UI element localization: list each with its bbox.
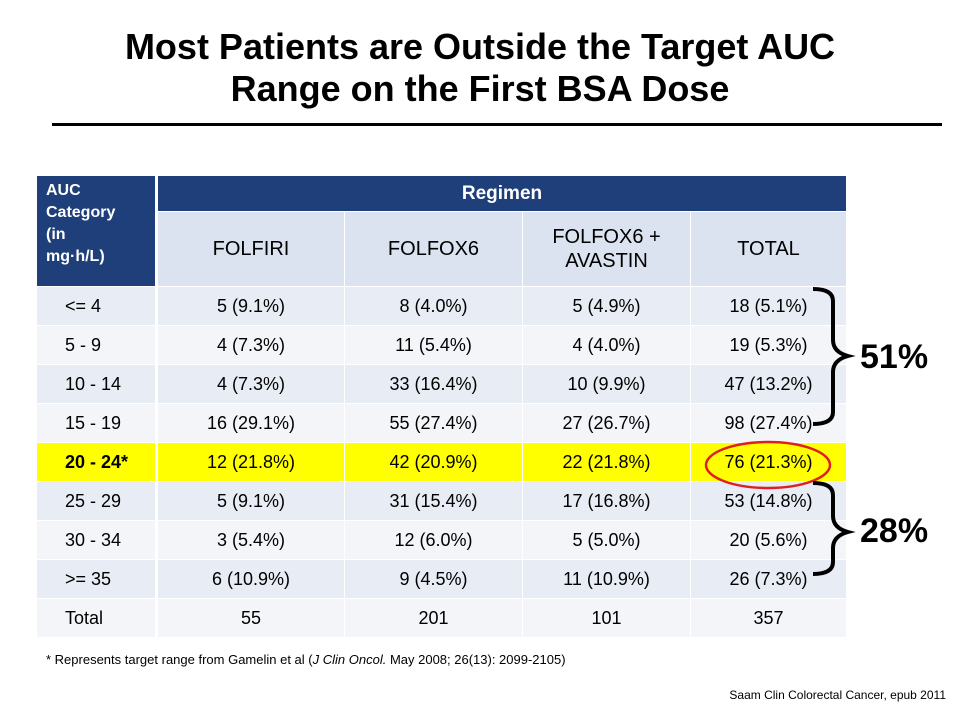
table-row: 30 - 34 3 (5.4%) 12 (6.0%) 5 (5.0%) 20 (… <box>36 520 847 560</box>
column-header-line: FOLFIRI <box>212 238 290 260</box>
footnote-prefix: * Represents target range from Gamelin e… <box>46 652 313 667</box>
column-header-line: FOLFOX6 + <box>552 226 661 248</box>
table-row: >= 35 6 (10.9%) 9 (4.5%) 11 (10.9%) 26 (… <box>36 559 847 599</box>
table-cell: 12 (6.0%) <box>344 520 523 560</box>
table-cell: 31 (15.4%) <box>344 481 523 521</box>
table-cell: 76 (21.3%) <box>690 442 847 482</box>
row-category: 30 - 34 <box>36 520 158 560</box>
column-header-folfox6: FOLFOX6 <box>344 211 523 287</box>
table-cell: 42 (20.9%) <box>344 442 523 482</box>
table-cell: 9 (4.5%) <box>344 559 523 599</box>
total-row: Total 55 201 101 357 <box>36 598 847 638</box>
row-category: 10 - 14 <box>36 364 158 404</box>
slide-title: Most Patients are Outside the Target AUC… <box>0 26 960 110</box>
column-header-folfox6-avastin: FOLFOX6 + AVASTIN <box>522 211 691 287</box>
table-cell: 26 (7.3%) <box>690 559 847 599</box>
target-range-row: 20 - 24* 12 (21.8%) 42 (20.9%) 22 (21.8%… <box>36 442 847 482</box>
table-cell: 19 (5.3%) <box>690 325 847 365</box>
table-cell: 10 (9.9%) <box>522 364 691 404</box>
table-cell: 11 (10.9%) <box>522 559 691 599</box>
upper-percent-label: 51% <box>860 338 929 376</box>
source-citation: Saam Clin Colorectal Cancer, epub 2011 <box>729 688 946 702</box>
column-header-folfiri: FOLFIRI <box>156 211 345 287</box>
auc-table: AUC Category (in mg·h/L) Regimen FOLFIRI… <box>36 175 847 638</box>
column-header-line: TOTAL <box>737 238 800 260</box>
auc-category-header-line: AUC <box>46 182 81 199</box>
highlight-circle <box>704 440 832 490</box>
table-cell: 18 (5.1%) <box>690 286 847 326</box>
column-header-line: FOLFOX6 <box>387 238 480 260</box>
table-cell: 8 (4.0%) <box>344 286 523 326</box>
table-cell: 27 (26.7%) <box>522 403 691 443</box>
table-cell: 4 (4.0%) <box>522 325 691 365</box>
table-row: 5 - 9 4 (7.3%) 11 (5.4%) 4 (4.0%) 19 (5.… <box>36 325 847 365</box>
title-divider <box>52 123 942 126</box>
table-cell: 5 (9.1%) <box>156 286 345 326</box>
lower-bracket <box>812 481 856 576</box>
table-cell: 101 <box>522 598 691 638</box>
table-cell: 5 (4.9%) <box>522 286 691 326</box>
table-cell: 47 (13.2%) <box>690 364 847 404</box>
table-cell: 6 (10.9%) <box>156 559 345 599</box>
row-category: >= 35 <box>36 559 158 599</box>
column-header-total: TOTAL <box>690 211 847 287</box>
table-cell: 20 (5.6%) <box>690 520 847 560</box>
regimen-header: Regimen <box>156 175 847 212</box>
row-category: <= 4 <box>36 286 158 326</box>
footnote: * Represents target range from Gamelin e… <box>46 652 566 667</box>
table-cell: 55 <box>156 598 345 638</box>
column-header-line: AVASTIN <box>565 250 648 272</box>
table-row: 25 - 29 5 (9.1%) 31 (15.4%) 17 (16.8%) 5… <box>36 481 847 521</box>
table-cell: 33 (16.4%) <box>344 364 523 404</box>
row-category: 15 - 19 <box>36 403 158 443</box>
table-cell: 201 <box>344 598 523 638</box>
row-category: Total <box>36 598 158 638</box>
table-row: <= 4 5 (9.1%) 8 (4.0%) 5 (4.9%) 18 (5.1%… <box>36 286 847 326</box>
auc-category-header-line: Category <box>46 204 116 221</box>
table-cell: 4 (7.3%) <box>156 364 345 404</box>
lower-percent-label: 28% <box>860 512 929 550</box>
table-cell: 4 (7.3%) <box>156 325 345 365</box>
table-cell: 22 (21.8%) <box>522 442 691 482</box>
table-row: 10 - 14 4 (7.3%) 33 (16.4%) 10 (9.9%) 47… <box>36 364 847 404</box>
table-cell: 5 (5.0%) <box>522 520 691 560</box>
footnote-suffix: May 2008; 26(13): 2099-2105) <box>386 652 566 667</box>
auc-category-header-line: mg·h/L) <box>46 248 105 265</box>
table-cell: 55 (27.4%) <box>344 403 523 443</box>
table-cell: 357 <box>690 598 847 638</box>
row-category: 20 - 24* <box>36 442 158 482</box>
slide-title-line2: Range on the First BSA Dose <box>230 68 730 109</box>
table-cell: 17 (16.8%) <box>522 481 691 521</box>
auc-category-header: AUC Category (in mg·h/L) <box>36 175 158 287</box>
row-category: 25 - 29 <box>36 481 158 521</box>
upper-bracket <box>812 287 856 426</box>
slide-title-line1: Most Patients are Outside the Target AUC <box>124 26 836 67</box>
footnote-journal: J Clin Oncol. <box>312 652 387 667</box>
auc-category-header-line: (in <box>46 226 66 243</box>
row-category: 5 - 9 <box>36 325 158 365</box>
